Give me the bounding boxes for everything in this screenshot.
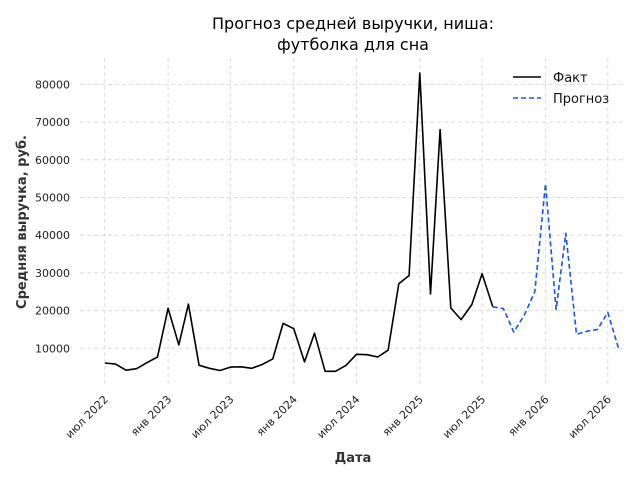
y-tick-label: 10000 bbox=[35, 342, 70, 355]
chart-title-line-2: футболка для сна bbox=[277, 35, 429, 54]
x-tick-label: июл 2023 bbox=[189, 393, 237, 441]
x-tick-label: янв 2024 bbox=[254, 393, 300, 439]
legend: Факт Прогноз bbox=[513, 71, 609, 107]
y-tick-label: 40000 bbox=[35, 229, 70, 242]
y-tick-label: 80000 bbox=[35, 78, 70, 91]
y-tick-label: 60000 bbox=[35, 154, 70, 167]
y-tick-label: 70000 bbox=[35, 116, 70, 129]
series bbox=[104, 72, 620, 373]
legend-label-forecast: Прогноз bbox=[553, 92, 609, 107]
x-tick-label: июл 2025 bbox=[440, 393, 488, 441]
grid bbox=[80, 58, 625, 386]
x-tick-label: янв 2025 bbox=[380, 393, 426, 439]
x-tick-label: янв 2023 bbox=[128, 393, 174, 439]
legend-label-fact: Факт bbox=[553, 71, 588, 86]
y-tick-label: 50000 bbox=[35, 191, 70, 204]
series-line-forecast bbox=[492, 183, 620, 349]
x-tick-label: июл 2024 bbox=[315, 393, 363, 441]
x-axis-label: Дата bbox=[335, 451, 372, 466]
x-axis-ticks: июл 2022 янв 2023 июл 2023 янв 2024 июл 2024… bbox=[63, 393, 614, 441]
series-line-fact bbox=[104, 72, 494, 373]
y-axis-label: Средняя выручка, руб. bbox=[15, 135, 30, 309]
x-tick-label: янв 2026 bbox=[506, 393, 552, 439]
y-tick-label: 20000 bbox=[35, 305, 70, 318]
x-tick-label: июл 2026 bbox=[566, 393, 614, 441]
y-tick-label: 30000 bbox=[35, 267, 70, 280]
y-axis-ticks: 10000 20000 30000 40000 50000 60000 70000 80000 bbox=[35, 78, 70, 355]
x-tick-label: июл 2022 bbox=[63, 393, 111, 441]
chart-title-line-1: Прогноз средней выручки, ниша: bbox=[212, 14, 494, 33]
